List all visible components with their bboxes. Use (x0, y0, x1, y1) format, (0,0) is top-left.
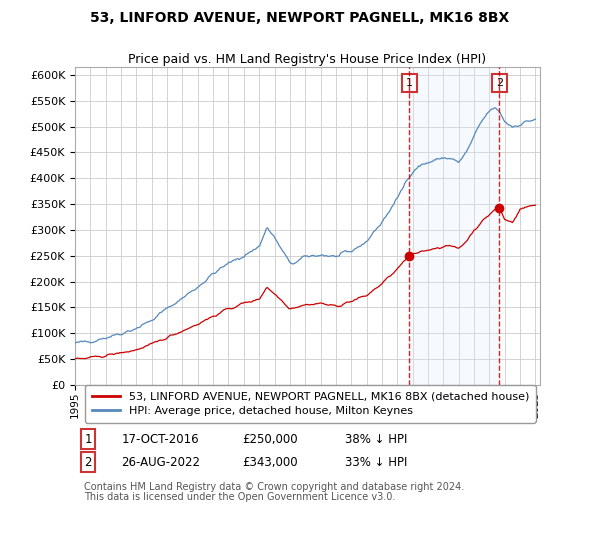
Text: 17-OCT-2016: 17-OCT-2016 (121, 433, 199, 446)
Text: This data is licensed under the Open Government Licence v3.0.: This data is licensed under the Open Gov… (84, 492, 395, 502)
Text: Contains HM Land Registry data © Crown copyright and database right 2024.: Contains HM Land Registry data © Crown c… (84, 482, 464, 492)
Text: 1: 1 (84, 433, 92, 446)
Bar (409, 67, 499, 385)
Text: £250,000: £250,000 (242, 433, 298, 446)
Legend: 53, LINFORD AVENUE, NEWPORT PAGNELL, MK16 8BX (detached house), HPI: Average pri: 53, LINFORD AVENUE, NEWPORT PAGNELL, MK1… (85, 385, 536, 423)
Text: 33% ↓ HPI: 33% ↓ HPI (344, 456, 407, 469)
Text: 2: 2 (496, 78, 503, 88)
Text: 26-AUG-2022: 26-AUG-2022 (121, 456, 200, 469)
Text: 53, LINFORD AVENUE, NEWPORT PAGNELL, MK16 8BX: 53, LINFORD AVENUE, NEWPORT PAGNELL, MK1… (91, 11, 509, 25)
Text: 1: 1 (406, 78, 413, 88)
Text: 38% ↓ HPI: 38% ↓ HPI (344, 433, 407, 446)
Text: 2: 2 (84, 456, 92, 469)
Title: Price paid vs. HM Land Registry's House Price Index (HPI): Price paid vs. HM Land Registry's House … (128, 53, 487, 66)
Text: £343,000: £343,000 (242, 456, 298, 469)
